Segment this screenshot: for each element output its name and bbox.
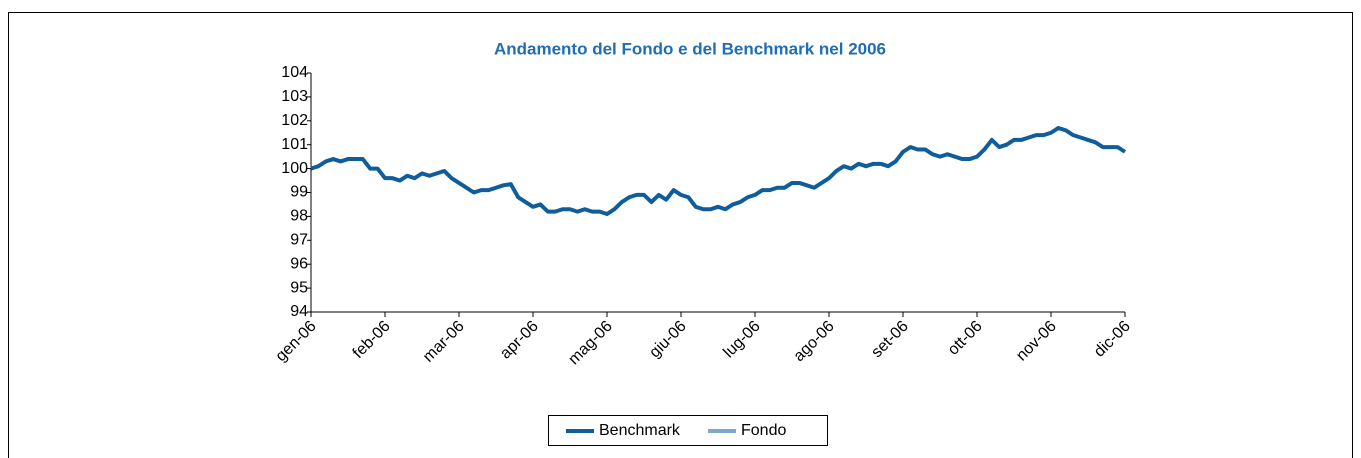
y-tick-label: 104 [281, 64, 308, 81]
y-tick-label: 99 [290, 184, 308, 201]
legend-box [548, 415, 828, 446]
y-tick-label: 101 [281, 136, 308, 153]
legend-label: Fondo [741, 422, 786, 439]
y-tick-label: 102 [281, 112, 308, 129]
y-tick-label: 95 [290, 279, 308, 296]
y-tick-label: 103 [281, 88, 308, 105]
y-tick-label: 97 [290, 232, 308, 249]
legend: Benchmark Fondo [548, 415, 828, 446]
frame [8, 12, 1353, 458]
chart-title: Andamento del Fondo e del Benchmark nel … [494, 39, 886, 58]
y-tick-label: 96 [290, 255, 308, 272]
y-tick-label: 94 [290, 303, 308, 320]
y-tick-label: 98 [290, 208, 308, 225]
series-line [310, 125, 1127, 217]
legend-label: Benchmark [599, 422, 681, 439]
y-tick-label: 100 [281, 160, 308, 177]
